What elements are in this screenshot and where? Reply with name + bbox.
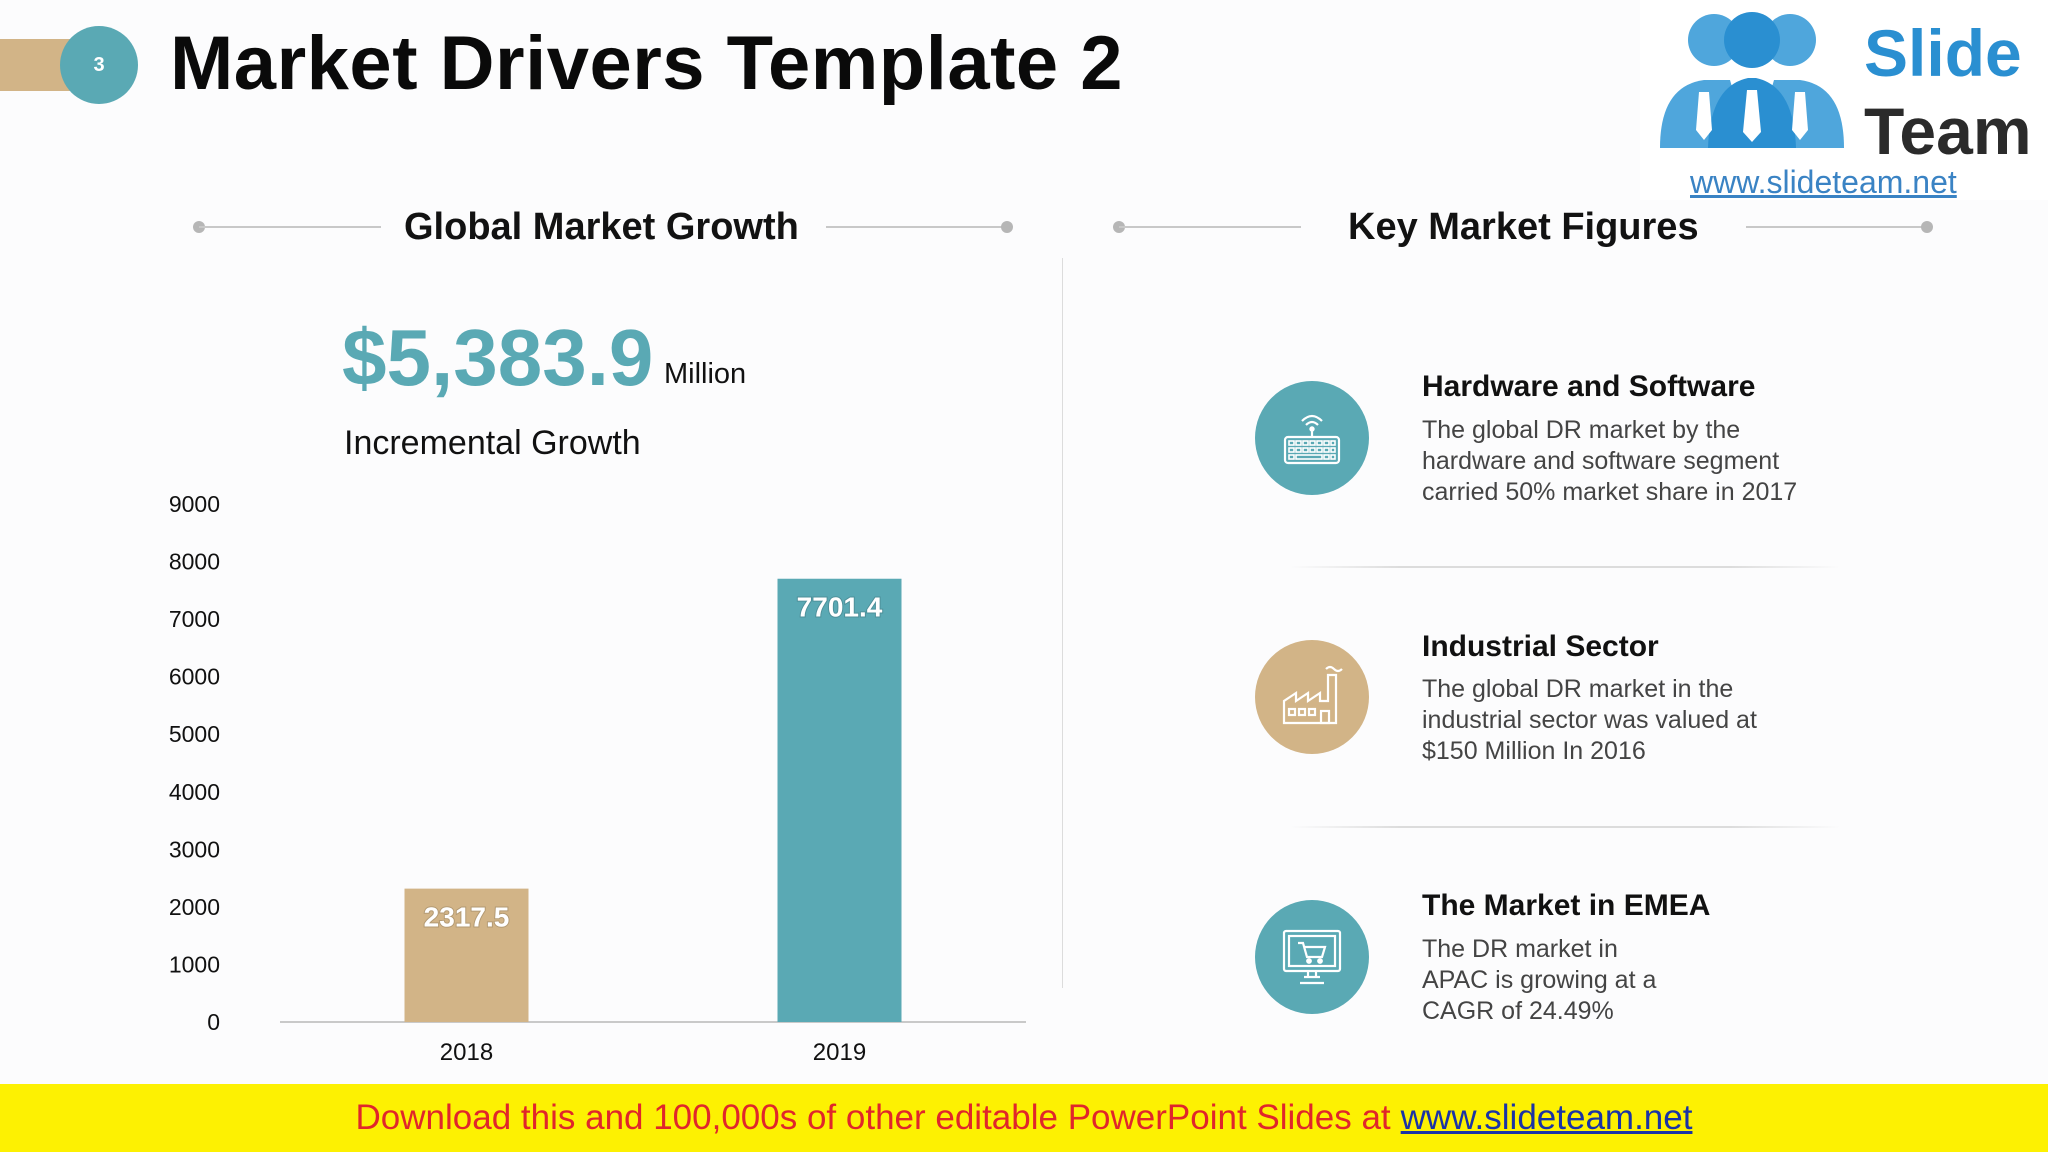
kpi-value: $5,383.9 (342, 313, 654, 402)
kpi-label: Incremental Growth (344, 424, 641, 462)
factory-icon (1255, 640, 1369, 754)
banner-link[interactable]: www.slideteam.net (1400, 1098, 1693, 1137)
bar-chart: 0 1000 2000 3000 4000 5000 6000 7000 8000 9000 231… (169, 491, 1026, 1066)
kpi-unit: Million (664, 358, 747, 390)
section-line (199, 226, 381, 228)
bar-value-label: 2317.5 (424, 902, 510, 933)
figure-title: Hardware and Software (1422, 370, 1756, 403)
y-tick-label: 9000 (169, 491, 220, 517)
y-tick-label: 2000 (169, 894, 220, 920)
y-tick-label: 3000 (169, 836, 220, 862)
section-line-dot (1001, 221, 1013, 233)
figure-description: The global DR market in the industrial s… (1422, 674, 1757, 767)
y-tick-label: 4000 (169, 779, 220, 805)
logo-url-link[interactable]: www.slideteam.net (1690, 164, 1957, 200)
figure-description-line: The DR market in (1422, 935, 1618, 963)
logo-word-slide: Slide (1864, 16, 2022, 90)
figure-description-line: $150 Million In 2016 (1422, 737, 1646, 765)
y-tick-label: 1000 (169, 951, 220, 977)
bar-value-label: 7701.4 (797, 592, 883, 623)
figure-description-line: industrial sector was valued at (1422, 706, 1757, 734)
figure-description-line: The global DR market in the (1422, 675, 1734, 703)
section-title-global-market-growth: Global Market Growth (404, 206, 799, 248)
y-tick-label: 6000 (169, 664, 220, 690)
keyboard-wifi-icon (1255, 381, 1369, 495)
page-title: Market Drivers Template 2 (170, 21, 1124, 106)
section-title-key-market-figures: Key Market Figures (1348, 206, 1699, 248)
slide-number-badge: 3 (60, 26, 138, 104)
slideteam-logo[interactable]: Slide Team www.slideteam.net (1640, 0, 2048, 200)
figure-description-line: carried 50% market share in 2017 (1422, 478, 1798, 506)
monitor-cart-icon (1255, 900, 1369, 1014)
x-tick-label: 2019 (813, 1039, 866, 1066)
figure-title: The Market in EMEA (1422, 889, 1711, 922)
bar-2018 (404, 888, 529, 1022)
people-icon (1660, 12, 1844, 148)
figure-description-line: APAC is growing at a (1422, 966, 1657, 994)
figure-description-line: CAGR of 24.49% (1422, 997, 1614, 1025)
y-tick-label: 8000 (169, 549, 220, 575)
figure-separator (1290, 566, 1840, 568)
logo-word-team: Team (1864, 94, 2032, 168)
bar-2019 (777, 578, 902, 1022)
figure-title: Industrial Sector (1422, 630, 1659, 663)
figure-description: The global DR market by the hardware and… (1422, 415, 1797, 508)
banner-text: Download this and 100,000s of other edit… (355, 1098, 1391, 1137)
x-tick-label: 2018 (440, 1039, 493, 1066)
figure-separator (1290, 826, 1840, 828)
y-tick-label: 0 (207, 1009, 220, 1035)
figure-description-line: The global DR market by the (1422, 416, 1741, 444)
column-divider (1062, 258, 1063, 988)
figure-description-line: hardware and software segment (1422, 447, 1780, 475)
figure-description: The DR market in APAC is growing at a CA… (1422, 934, 1656, 1027)
section-line (1746, 226, 1926, 228)
y-tick-label: 7000 (169, 606, 220, 632)
section-line (826, 226, 1006, 228)
download-banner[interactable]: Download this and 100,000s of other edit… (0, 1084, 2048, 1152)
section-line (1119, 226, 1301, 228)
section-line-dot (1921, 221, 1933, 233)
y-tick-label: 5000 (169, 721, 220, 747)
